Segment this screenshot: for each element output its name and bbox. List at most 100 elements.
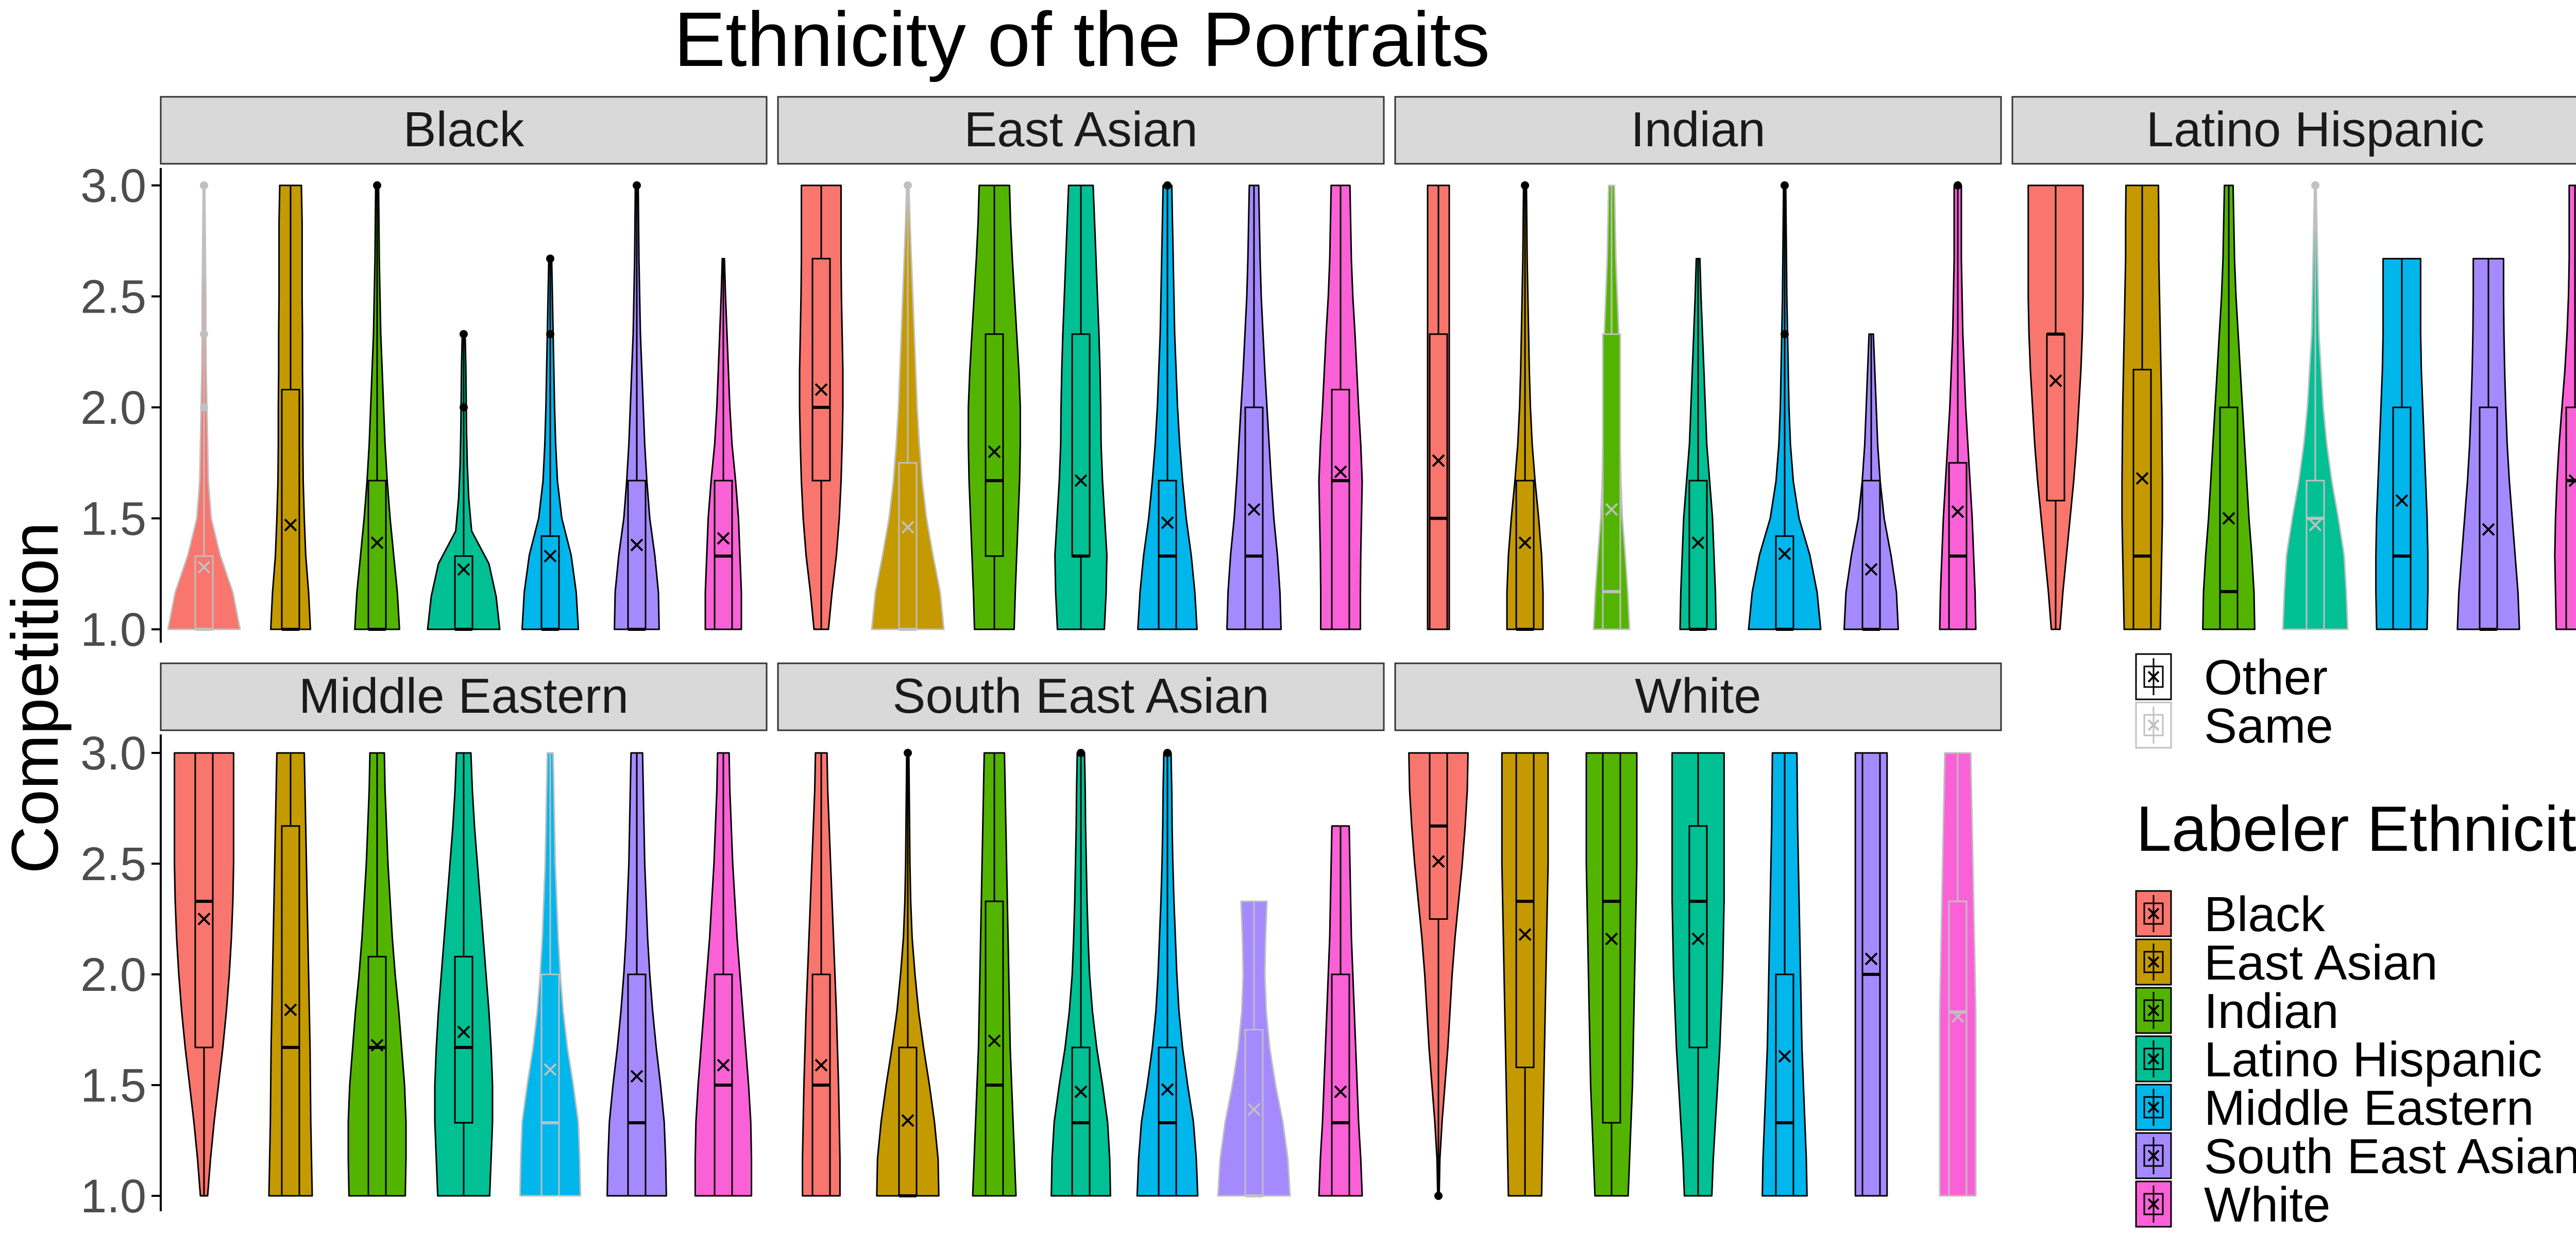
outlier-point [200, 403, 208, 411]
violin-middle-eastern [1137, 181, 1198, 630]
legend-key-iqr [2143, 1144, 2164, 1167]
violin-south-east-asian [1217, 900, 1291, 1197]
y-tick-label: 1.5 [80, 493, 146, 545]
mean-marker [815, 383, 828, 396]
mean-marker [457, 1025, 470, 1039]
mean-marker [988, 1034, 1001, 1048]
violin-indian [972, 752, 1017, 1197]
legend-labeler-label: South East Asian [2204, 1129, 2576, 1184]
legend-key-iqr [2143, 902, 2164, 925]
panel-east-asian: East Asian [777, 96, 1385, 631]
box-iqr [1861, 479, 1881, 630]
mean-marker [1691, 932, 1705, 946]
violin-black [167, 181, 241, 631]
labeler-legend-title: Labeler Ethnicity [2136, 794, 2576, 865]
mean-marker [1605, 503, 1618, 516]
mean-marker [1247, 503, 1261, 516]
violin-black [799, 184, 844, 630]
mean-marker [630, 1070, 643, 1083]
legend-labeler-black [2135, 890, 2172, 937]
box-iqr [1775, 973, 1794, 1197]
strip-background [1394, 96, 2002, 165]
box-iqr [1515, 752, 1535, 1069]
legend-key-mean [2147, 1004, 2160, 1017]
strip-background [777, 96, 1385, 165]
box-iqr [1331, 973, 1350, 1197]
violin-white [2554, 184, 2576, 630]
mean-marker [901, 1114, 914, 1127]
mean-marker [197, 913, 211, 925]
box-iqr [1602, 333, 1621, 630]
violin-east-asian [2121, 184, 2163, 630]
outlier-point [200, 181, 208, 190]
box-iqr [281, 389, 300, 630]
mean-marker [1518, 536, 1532, 550]
legend-labeler-label: Middle Eastern [2204, 1080, 2534, 1136]
strip-background [2011, 96, 2576, 165]
mean-marker [1951, 505, 1964, 518]
violin-south-east-asian [614, 181, 660, 631]
mean-marker [901, 521, 914, 534]
panel-latino-hispanic: Latino Hispanic [2011, 96, 2576, 631]
legend-match-label: Other [2204, 650, 2328, 705]
box-iqr [454, 956, 473, 1124]
box-iqr [2132, 369, 2152, 630]
outlier-point [546, 254, 554, 263]
outlier-point [1781, 181, 1789, 190]
panel-white: White [1394, 662, 2002, 1200]
mean-marker [1334, 1085, 1347, 1098]
violin-white [1318, 184, 1363, 630]
panel-title: South East Asian [892, 668, 1269, 724]
legend-key-mean [2147, 1053, 2160, 1065]
violin-south-east-asian [1226, 184, 1282, 630]
box-iqr [2479, 406, 2498, 630]
box-iqr [454, 555, 473, 630]
violin-east-asian [1501, 752, 1549, 1197]
box-iqr [1429, 752, 1448, 920]
violin-south-east-asian [2456, 258, 2520, 631]
strip-background [160, 96, 768, 165]
outlier-point [2311, 181, 2319, 190]
mean-marker [1865, 952, 1878, 966]
legend-key-mean [2147, 1198, 2160, 1210]
outlier-point [200, 330, 208, 338]
panel-title: Middle Eastern [299, 668, 629, 724]
mean-marker [2049, 374, 2062, 387]
legend-labeler-label: Indian [2204, 984, 2339, 1039]
mean-marker [717, 1058, 730, 1072]
box-iqr [2392, 406, 2412, 630]
box-iqr [811, 258, 831, 482]
violin-white [1939, 181, 1977, 630]
box-iqr [985, 900, 1004, 1197]
violin-black [2027, 184, 2084, 630]
outlier-point [1163, 181, 1172, 190]
violin-latino-hispanic [1679, 258, 1717, 631]
mean-marker [988, 445, 1001, 458]
violin-black [1408, 752, 1469, 1200]
mean-marker [2482, 523, 2495, 536]
outlier-point [904, 181, 912, 190]
legend-key-iqr [2143, 1048, 2164, 1070]
legend-labeler-middle-eastern [2135, 1084, 2172, 1131]
mean-marker [1951, 1010, 1964, 1023]
box-iqr [1688, 479, 1708, 630]
mean-marker [1518, 928, 1532, 941]
violin-latino-hispanic [434, 752, 494, 1197]
y-tick-label: 1.0 [80, 1170, 146, 1223]
violin-middle-eastern [1748, 181, 1822, 631]
box-iqr [1244, 406, 1264, 630]
outlier-point [373, 181, 381, 190]
violin-white [1318, 825, 1363, 1197]
violin-indian [1585, 752, 1638, 1197]
strip-background [1394, 662, 2002, 731]
y-tick-label: 3.0 [80, 727, 146, 780]
violin-indian [354, 181, 400, 631]
outlier-point [546, 330, 554, 338]
legend-key-iqr [2143, 714, 2164, 736]
box-iqr [2565, 406, 2576, 630]
violin-east-asian [871, 181, 945, 631]
box-iqr [1948, 900, 1968, 1197]
chart-title: Ethnicity of the Portraits [674, 0, 1490, 82]
